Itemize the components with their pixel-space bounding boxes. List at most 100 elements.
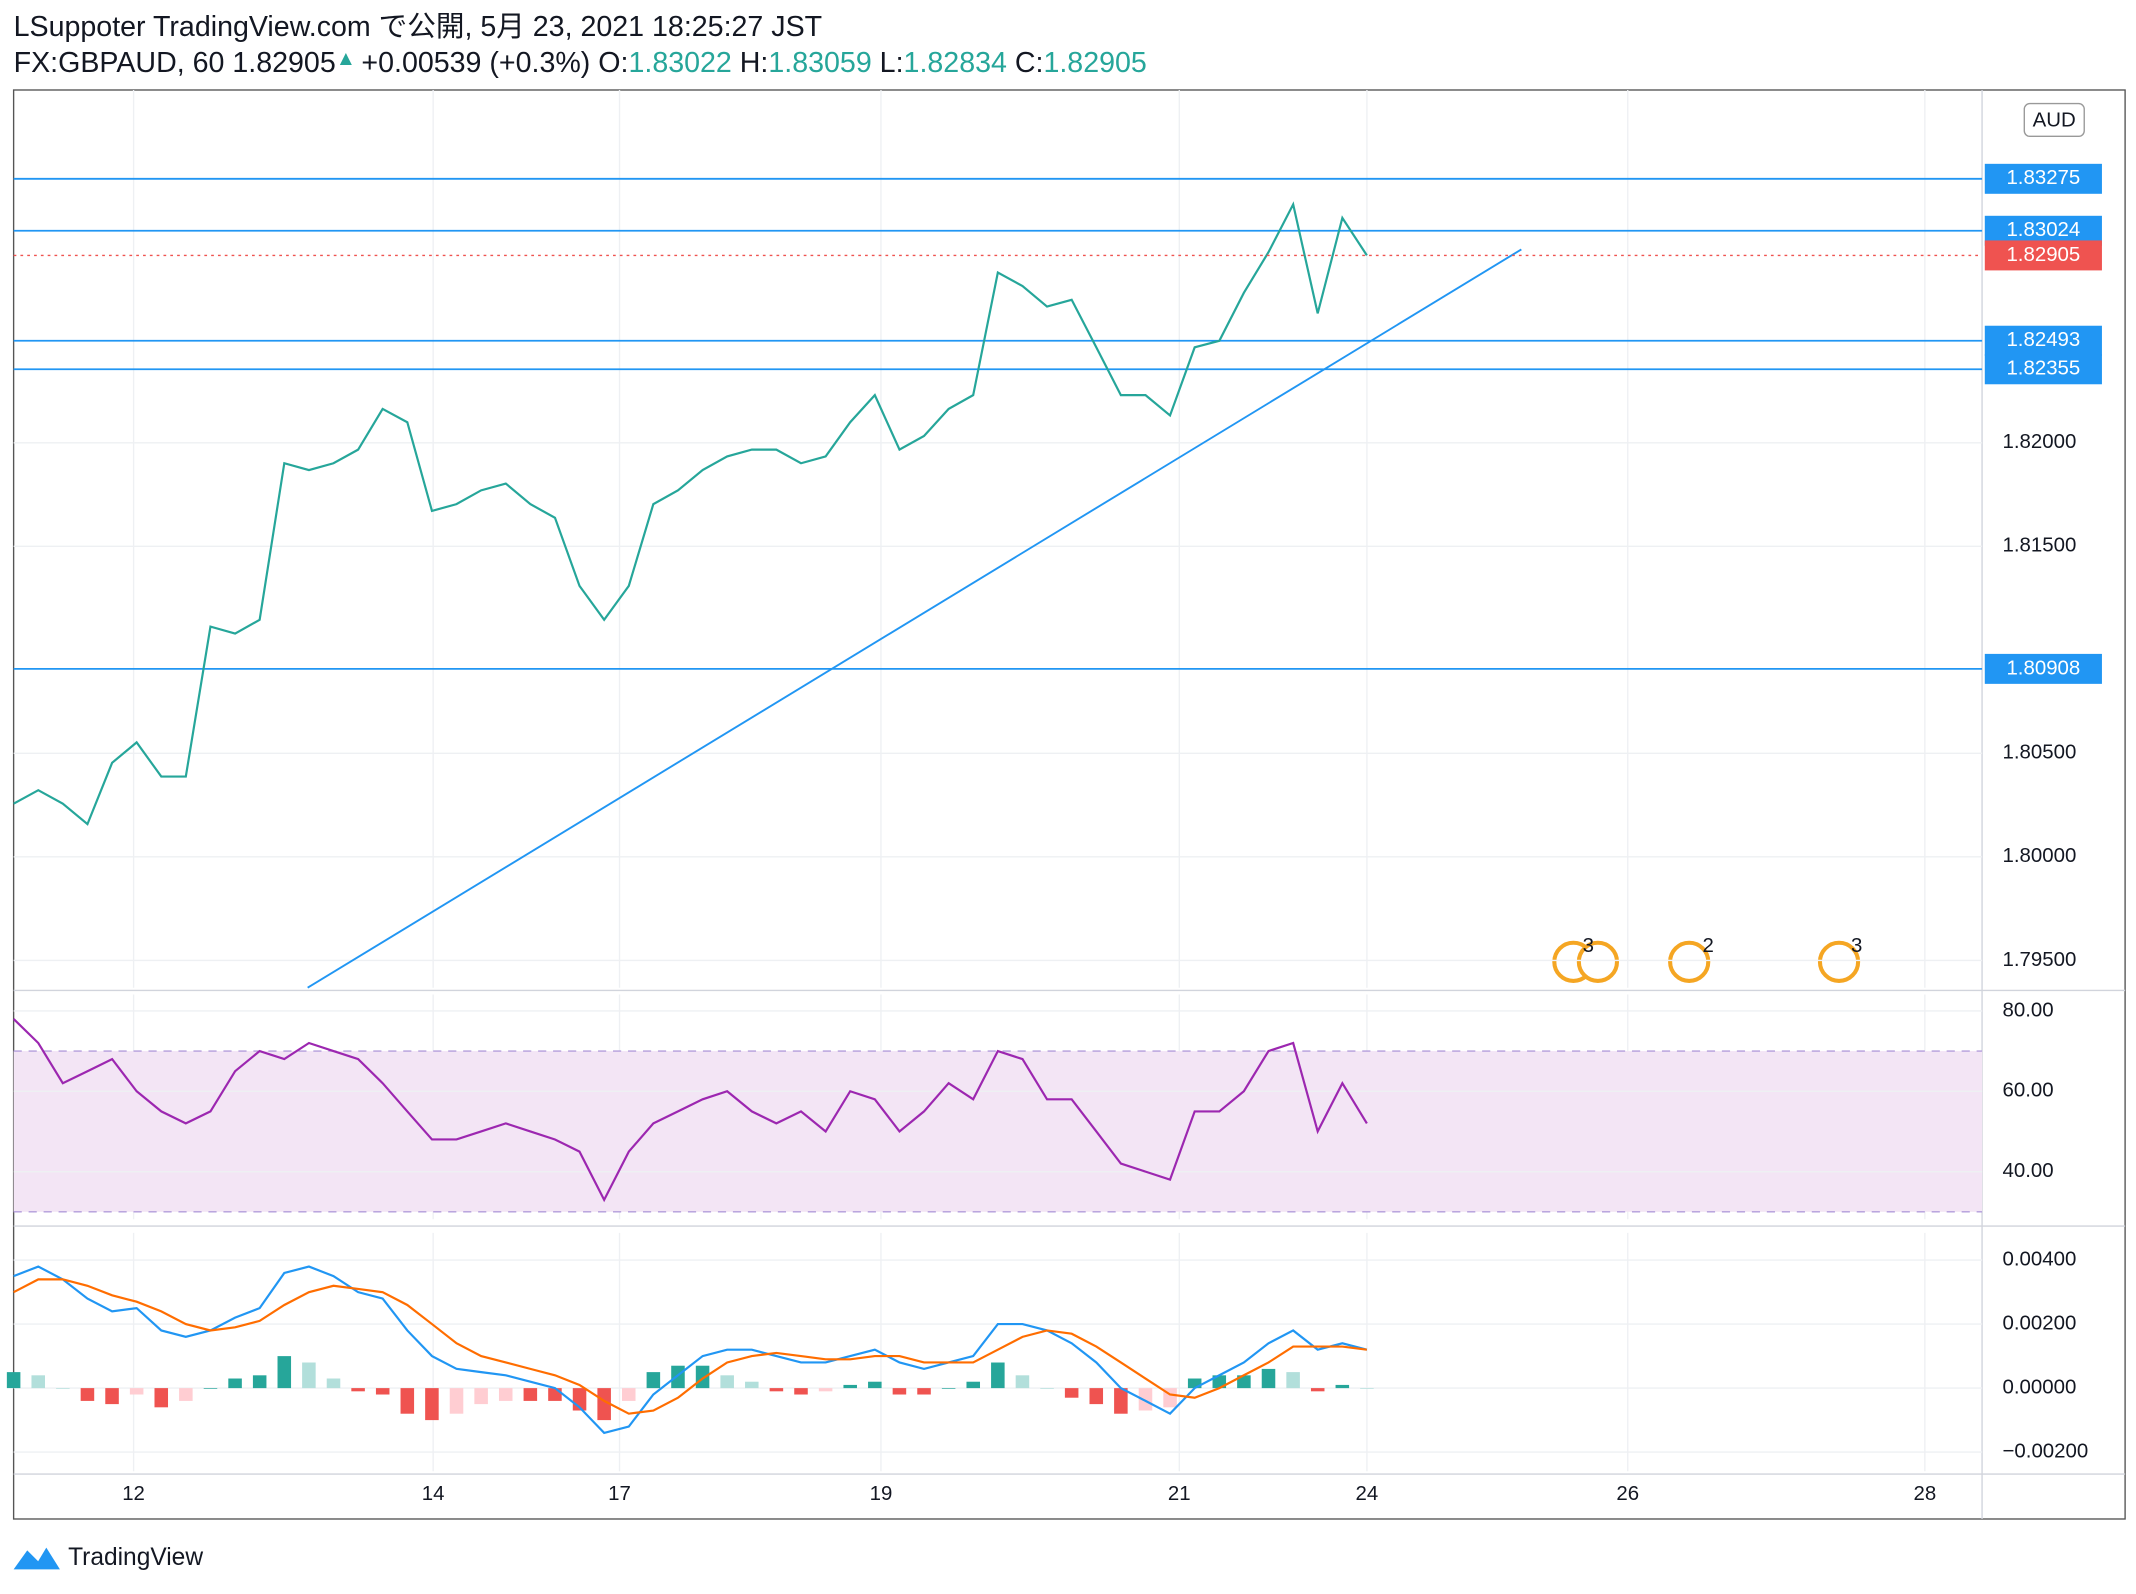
- histogram-bar: [1212, 1375, 1227, 1389]
- histogram-bar: [252, 1375, 267, 1389]
- histogram-bar: [351, 1388, 365, 1392]
- close: 1.82905: [1043, 47, 1146, 79]
- high-label: H:: [740, 47, 769, 79]
- y-tick-label: −0.00200: [2002, 1441, 2088, 1463]
- close-label: C:: [1015, 47, 1044, 79]
- histogram-bar: [31, 1375, 45, 1389]
- x-tick-label: 14: [422, 1483, 445, 1505]
- level-label: 1.82355: [2006, 358, 2080, 380]
- histogram-bar: [818, 1388, 833, 1392]
- histogram-bar: [302, 1362, 316, 1389]
- histogram-bar: [941, 1388, 956, 1389]
- ohlc-line: FX:GBPAUD, 60 1.82905▲ +0.00539 (+0.3%) O…: [14, 47, 1147, 79]
- histogram-bar: [129, 1388, 144, 1395]
- histogram-bar: [326, 1378, 341, 1389]
- histogram-bar: [794, 1388, 808, 1395]
- histogram-bar: [203, 1388, 218, 1389]
- y-tick-label: 0.00400: [2002, 1249, 2076, 1271]
- histogram-bar: [6, 1372, 21, 1389]
- histogram-bar: [1015, 1375, 1030, 1389]
- histogram-bar: [1261, 1368, 1276, 1389]
- level-label-bg: [1984, 325, 2102, 356]
- y-tick-label: 0.00200: [2002, 1313, 2076, 1335]
- logo-mark: [13, 1547, 60, 1570]
- histogram-bar: [1040, 1388, 1054, 1389]
- currency: AUD: [2033, 110, 2076, 132]
- last-price-label: 1.82905: [2006, 244, 2080, 266]
- histogram-bar: [646, 1372, 661, 1389]
- event-icon[interactable]: [1668, 940, 1711, 983]
- histogram-bar: [695, 1365, 710, 1389]
- histogram-bar: [498, 1388, 513, 1401]
- level-label: 1.82493: [2006, 329, 2080, 351]
- histogram-bar: [1089, 1388, 1104, 1405]
- histogram-bar: [745, 1381, 759, 1389]
- histogram-bar: [1335, 1384, 1350, 1389]
- histogram-bar: [597, 1388, 611, 1421]
- histogram-bar: [1187, 1378, 1202, 1389]
- histogram-bar: [991, 1362, 1005, 1389]
- histogram-bar: [892, 1388, 907, 1395]
- event-count: 3: [1851, 935, 1862, 957]
- histogram-bar: [277, 1356, 292, 1389]
- event-icon[interactable]: [1817, 940, 1861, 983]
- histogram-bar: [1237, 1375, 1251, 1389]
- series-line: [13, 1265, 1368, 1435]
- rsi-band: [13, 1051, 1983, 1212]
- level-label-bg: [1984, 163, 2102, 194]
- x-tick-label: 26: [1616, 1483, 1639, 1505]
- histogram-bar: [1114, 1388, 1128, 1414]
- published-line: LSuppoter TradingView.com で公開, 5月 23, 20…: [14, 11, 823, 43]
- event-icon[interactable]: [1576, 940, 1620, 983]
- high: 1.83059: [768, 47, 871, 79]
- histogram-bar: [56, 1388, 70, 1389]
- histogram-bar: [105, 1388, 119, 1405]
- x-tick-label: 19: [870, 1483, 893, 1505]
- histogram-bar: [769, 1388, 784, 1392]
- low-label: L:: [880, 47, 904, 79]
- histogram-bar: [966, 1381, 981, 1389]
- frame: [12, 89, 2126, 1520]
- histogram-bar: [80, 1388, 95, 1401]
- y-tick-label: 1.80000: [2002, 845, 2076, 867]
- histogram-bar: [449, 1388, 464, 1414]
- histogram-bar: [720, 1375, 734, 1389]
- x-tick-label: 28: [1913, 1483, 1936, 1505]
- level-label: 1.83275: [2006, 167, 2080, 189]
- histogram-bar: [425, 1388, 439, 1421]
- last-price-bg: [1984, 240, 2102, 271]
- x-tick-label: 12: [122, 1483, 145, 1505]
- series-line: [13, 1278, 1368, 1415]
- histogram-bar: [523, 1388, 538, 1401]
- open-label: O:: [598, 47, 628, 79]
- open: 1.83022: [628, 47, 731, 79]
- histogram-bar: [1310, 1388, 1325, 1392]
- x-tick-label: 21: [1168, 1483, 1191, 1505]
- y-tick-label: 1.80500: [2002, 742, 2076, 764]
- histogram-bar: [671, 1365, 685, 1389]
- symbol: FX:GBPAUD, 60 1.82905: [14, 47, 336, 79]
- event-count: 3: [1583, 935, 1594, 957]
- y-tick-label: 80.00: [2002, 999, 2053, 1021]
- histogram-bar: [868, 1381, 882, 1389]
- y-tick-label: 1.81500: [2002, 535, 2076, 557]
- histogram-bar: [1064, 1388, 1079, 1398]
- histogram-bar: [621, 1388, 636, 1401]
- brand: TradingView: [68, 1544, 203, 1571]
- histogram-bar: [843, 1384, 857, 1389]
- series-line: [13, 201, 1368, 826]
- level-label: 1.80908: [2006, 657, 2080, 679]
- event-icons[interactable]: 3 2 3: [1552, 935, 1862, 983]
- histogram-bar: [228, 1378, 242, 1389]
- y-tick-label: 60.00: [2002, 1080, 2053, 1102]
- series-line: [12, 1018, 1368, 1203]
- currency-badge[interactable]: [2023, 102, 2085, 137]
- change-arrow: ▲: [336, 48, 356, 70]
- y-tick-label: 1.82000: [2002, 431, 2076, 453]
- low: 1.82834: [904, 47, 1007, 79]
- histogram-bar: [1360, 1388, 1374, 1389]
- histogram-bar: [179, 1388, 193, 1401]
- level-label-bg: [1984, 354, 2102, 385]
